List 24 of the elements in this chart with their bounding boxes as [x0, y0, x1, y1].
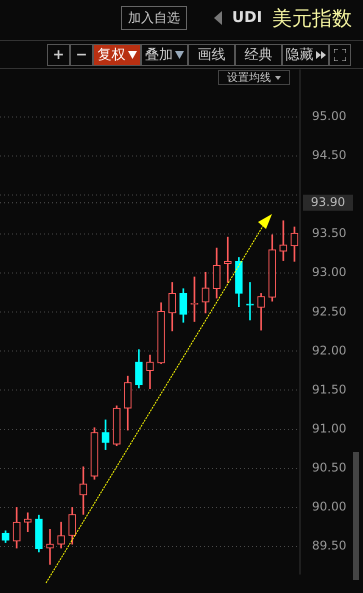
y-tick-label: 90.00 — [312, 500, 346, 514]
y-tick-label: 94.50 — [312, 148, 346, 162]
y-tick-label: 92.00 — [312, 343, 346, 358]
text: 经典 — [235, 44, 282, 66]
y-tick-label: 93.00 — [312, 265, 346, 280]
candlestick — [46, 528, 54, 565]
y-tick-label: 90.50 — [312, 460, 346, 474]
text: + — [47, 44, 70, 66]
y-tick-label: 91.50 — [312, 382, 346, 396]
y-tick-label: 92.50 — [312, 304, 346, 318]
text: 隐藏 — [282, 44, 329, 66]
text: 叠加 — [141, 44, 188, 66]
y-tick-label: 93.50 — [312, 226, 346, 240]
y-tick-label: 91.00 — [312, 421, 346, 436]
chart-title: 美元指数 — [272, 5, 352, 32]
chart-subtitle: UDI — [232, 8, 262, 26]
text: − — [70, 44, 93, 66]
text: 复权 — [93, 44, 141, 66]
annotation: 设置均线 — [218, 70, 290, 85]
text: 画线 — [188, 44, 235, 66]
y-tick-label: 89.50 — [312, 538, 346, 553]
ref-line-label: 93.90 — [310, 194, 346, 209]
y-tick-label: 95.00 — [312, 108, 346, 123]
text: 加入自选 — [121, 6, 187, 30]
